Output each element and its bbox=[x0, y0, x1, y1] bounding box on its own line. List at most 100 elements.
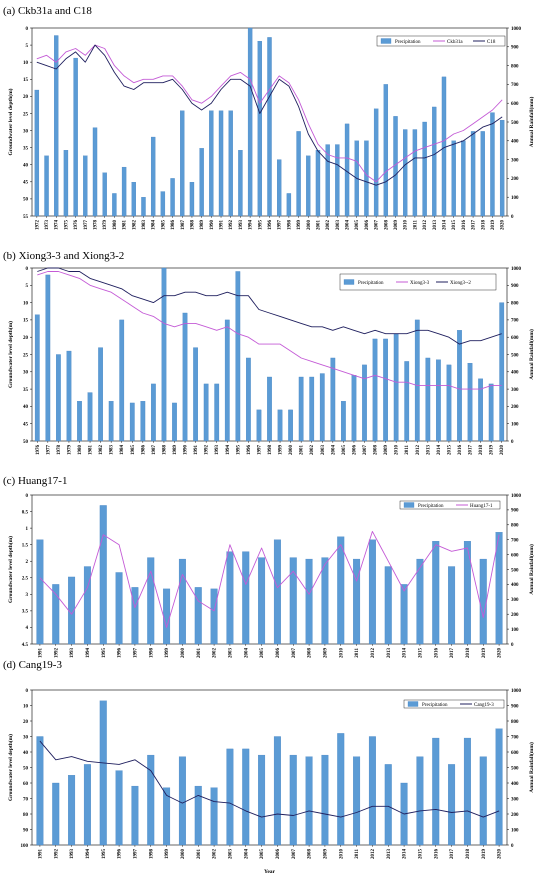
y2-tick-label: 200 bbox=[511, 405, 519, 410]
x-tick-label: 1996 bbox=[268, 220, 273, 231]
precipitation-bar bbox=[337, 536, 345, 645]
precipitation-bar bbox=[242, 551, 250, 645]
precipitation-bar bbox=[273, 736, 281, 846]
precipitation-bar bbox=[393, 333, 399, 442]
y-tick-label: 40 bbox=[23, 751, 29, 756]
y-axis-label: Groundwater level depth(m) bbox=[7, 321, 14, 388]
precipitation-bar bbox=[277, 409, 283, 442]
precipitation-bar bbox=[451, 140, 456, 217]
x-tick-label: 1983 bbox=[110, 445, 115, 456]
y2-tick-label: 900 bbox=[511, 284, 519, 289]
precipitation-bar bbox=[44, 155, 49, 217]
x-tick-label: 2010 bbox=[395, 445, 400, 456]
precipitation-bar bbox=[457, 330, 462, 442]
x-tick-label: 2001 bbox=[197, 648, 202, 659]
precipitation-bar bbox=[83, 764, 91, 846]
x-tick-label: 1993 bbox=[70, 849, 75, 860]
y2-tick-label: 400 bbox=[511, 140, 519, 145]
y-tick-label: 3 bbox=[26, 593, 29, 598]
y2-axis-label: Annual Rainfall(mm) bbox=[528, 544, 535, 595]
precipitation-bar bbox=[52, 782, 60, 846]
precipitation-bar bbox=[36, 736, 44, 846]
precipitation-bar bbox=[108, 401, 114, 442]
precipitation-bar bbox=[115, 572, 123, 645]
x-tick-label: 1994 bbox=[226, 445, 231, 456]
y-tick-label: 0 bbox=[26, 27, 29, 32]
precipitation-bar bbox=[383, 84, 389, 217]
y2-tick-label: 700 bbox=[511, 319, 519, 324]
y-tick-label: 25 bbox=[23, 112, 29, 117]
y2-tick-label: 0 bbox=[511, 844, 514, 849]
y2-axis-label: Annual Rainfall(mm) bbox=[528, 329, 535, 380]
x-tick-label: 2004 bbox=[244, 849, 249, 860]
precipitation-bar bbox=[147, 557, 155, 645]
legend-swatch-bar bbox=[380, 38, 392, 44]
x-tick-label: 1999 bbox=[297, 220, 302, 231]
x-tick-label: 2012 bbox=[371, 648, 376, 659]
precipitation-bar bbox=[36, 539, 44, 645]
precipitation-bar bbox=[495, 728, 503, 846]
y-tick-label: 55 bbox=[23, 215, 29, 220]
x-tick-label: 1986 bbox=[141, 445, 146, 456]
precipitation-bar bbox=[288, 409, 293, 442]
precipitation-bar bbox=[112, 193, 117, 217]
x-tick-label: 1974 bbox=[55, 220, 60, 231]
y2-tick-label: 1000 bbox=[511, 27, 522, 32]
y2-tick-label: 300 bbox=[511, 388, 519, 393]
precipitation-bar bbox=[194, 785, 202, 846]
x-tick-label: 2006 bbox=[365, 220, 370, 231]
x-tick-label: 2017 bbox=[450, 849, 455, 860]
legend-label: Precipitation bbox=[358, 281, 384, 286]
x-tick-label: 1997 bbox=[133, 648, 138, 659]
x-tick-label: 2020 bbox=[498, 648, 503, 659]
precipitation-bar bbox=[309, 376, 315, 442]
precipitation-bar bbox=[99, 505, 107, 645]
x-tick-label: 1990 bbox=[210, 220, 215, 231]
x-tick-label: 2004 bbox=[244, 648, 249, 659]
x-tick-label: 1989 bbox=[200, 220, 205, 231]
x-tick-label: 2010 bbox=[339, 648, 344, 659]
precipitation-bar bbox=[203, 383, 209, 442]
y-tick-label: 10 bbox=[23, 704, 29, 709]
x-tick-label: 2011 bbox=[355, 849, 360, 859]
x-tick-label: 1987 bbox=[181, 220, 186, 231]
x-tick-label: 1991 bbox=[220, 220, 225, 231]
legend-label: Cang19-3 bbox=[474, 703, 494, 708]
x-tick-label: 2013 bbox=[426, 445, 431, 456]
x-tick-label: 1997 bbox=[133, 849, 138, 860]
x-tick-label: 2009 bbox=[323, 648, 328, 659]
y-axis-label: Groundwater level depth(m) bbox=[7, 734, 14, 801]
y2-tick-label: 0 bbox=[511, 440, 514, 445]
precipitation-bar bbox=[448, 764, 456, 846]
y2-tick-label: 200 bbox=[511, 177, 519, 182]
precipitation-bar bbox=[193, 347, 198, 442]
y2-tick-label: 600 bbox=[511, 336, 519, 341]
precipitation-bar bbox=[286, 193, 292, 217]
y2-axis-label: Annual Rainfall(mm) bbox=[528, 742, 535, 793]
x-tick-label: 1976 bbox=[74, 220, 79, 231]
x-tick-label: 2018 bbox=[481, 220, 486, 231]
y-tick-label: 50 bbox=[23, 440, 29, 445]
legend-label: Precipitation bbox=[395, 40, 421, 45]
y-tick-label: 30 bbox=[23, 371, 29, 376]
y2-tick-label: 0 bbox=[511, 215, 514, 220]
precipitation-bar bbox=[436, 359, 441, 442]
x-tick-label: 2020 bbox=[498, 849, 503, 860]
precipitation-bar bbox=[115, 770, 123, 846]
precipitation-bar bbox=[353, 558, 361, 645]
precipitation-bar bbox=[490, 112, 495, 217]
y2-tick-label: 1000 bbox=[511, 267, 522, 272]
x-tick-label: 2014 bbox=[442, 220, 447, 231]
precipitation-bar bbox=[172, 402, 177, 442]
x-tick-label: 2015 bbox=[418, 648, 423, 659]
x-tick-label: 2020 bbox=[500, 445, 505, 456]
x-tick-label: 1982 bbox=[99, 445, 104, 456]
precipitation-bar bbox=[210, 588, 218, 645]
y-tick-label: 2 bbox=[26, 560, 29, 565]
x-tick-label: 1995 bbox=[258, 220, 263, 231]
precipitation-bar bbox=[425, 357, 431, 442]
x-tick-label: 1985 bbox=[131, 445, 136, 456]
x-tick-label: 2005 bbox=[260, 849, 265, 860]
x-tick-label: 2001 bbox=[197, 849, 202, 860]
